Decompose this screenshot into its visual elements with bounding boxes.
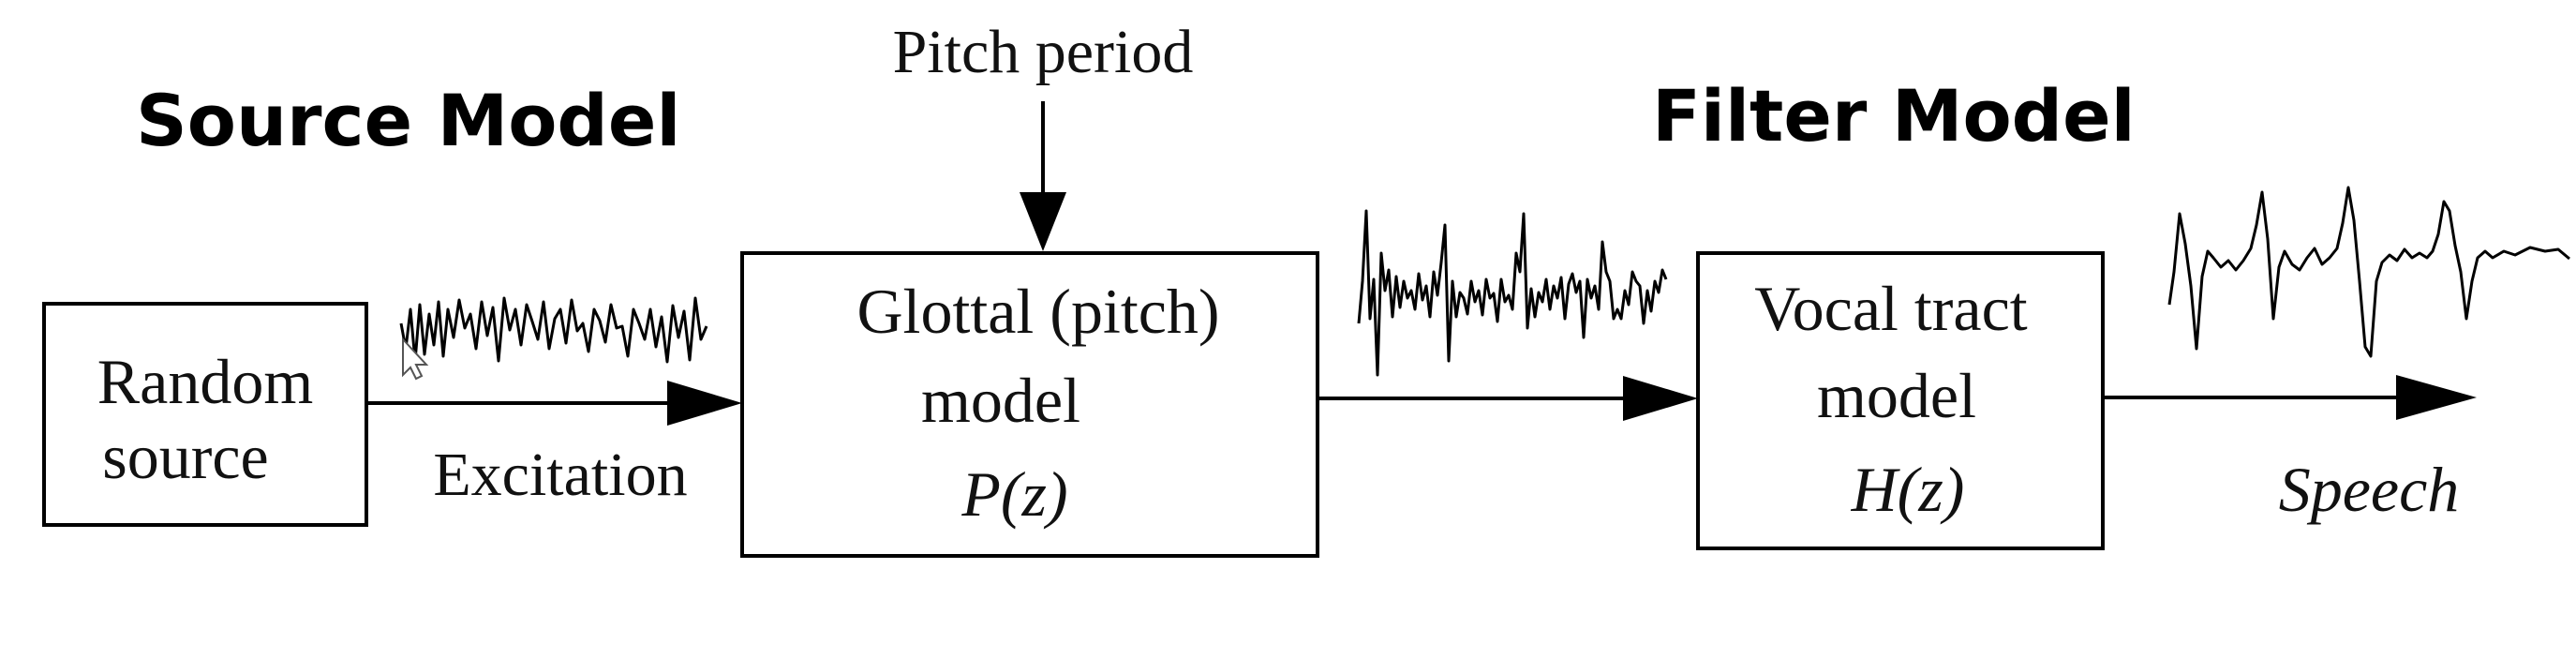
speech-output-arrowhead [2396, 375, 2477, 420]
glottal-model-label-line2: model [921, 365, 1080, 436]
glottal-model-transfer-function: P(z) [960, 458, 1067, 530]
vocal-tract-model-transfer-function: H(z) [1851, 454, 1965, 525]
speech-output-waveform [2167, 186, 2570, 358]
source-model-heading: Source Model [136, 79, 680, 162]
random-source-label-line1: Random [97, 346, 313, 417]
pitch-period-arrowhead [1020, 192, 1066, 251]
glottal-output-waveform [1357, 209, 1668, 377]
mouse-cursor-icon [402, 337, 429, 381]
glottal-model-label-line1: Glottal (pitch) [856, 276, 1219, 347]
filter-model-heading: Filter Model [1652, 74, 2136, 157]
pitch-period-label: Pitch period [893, 18, 1194, 86]
vocal-tract-model-label-line2: model [1817, 360, 1976, 431]
speech-label: Speech [2279, 454, 2460, 525]
vocal-tract-model-label-line1: Vocal tract [1754, 273, 2027, 344]
vocal-tract-model-block [1696, 251, 2105, 550]
excitation-noise-waveform [399, 296, 708, 364]
excitation-label: Excitation [433, 441, 687, 509]
excitation-arrowhead [667, 381, 742, 426]
glottal-model-block [740, 251, 1319, 558]
random-source-block [42, 302, 368, 527]
random-source-label-line2: source [102, 421, 268, 492]
glottal-output-arrowhead [1623, 376, 1698, 421]
